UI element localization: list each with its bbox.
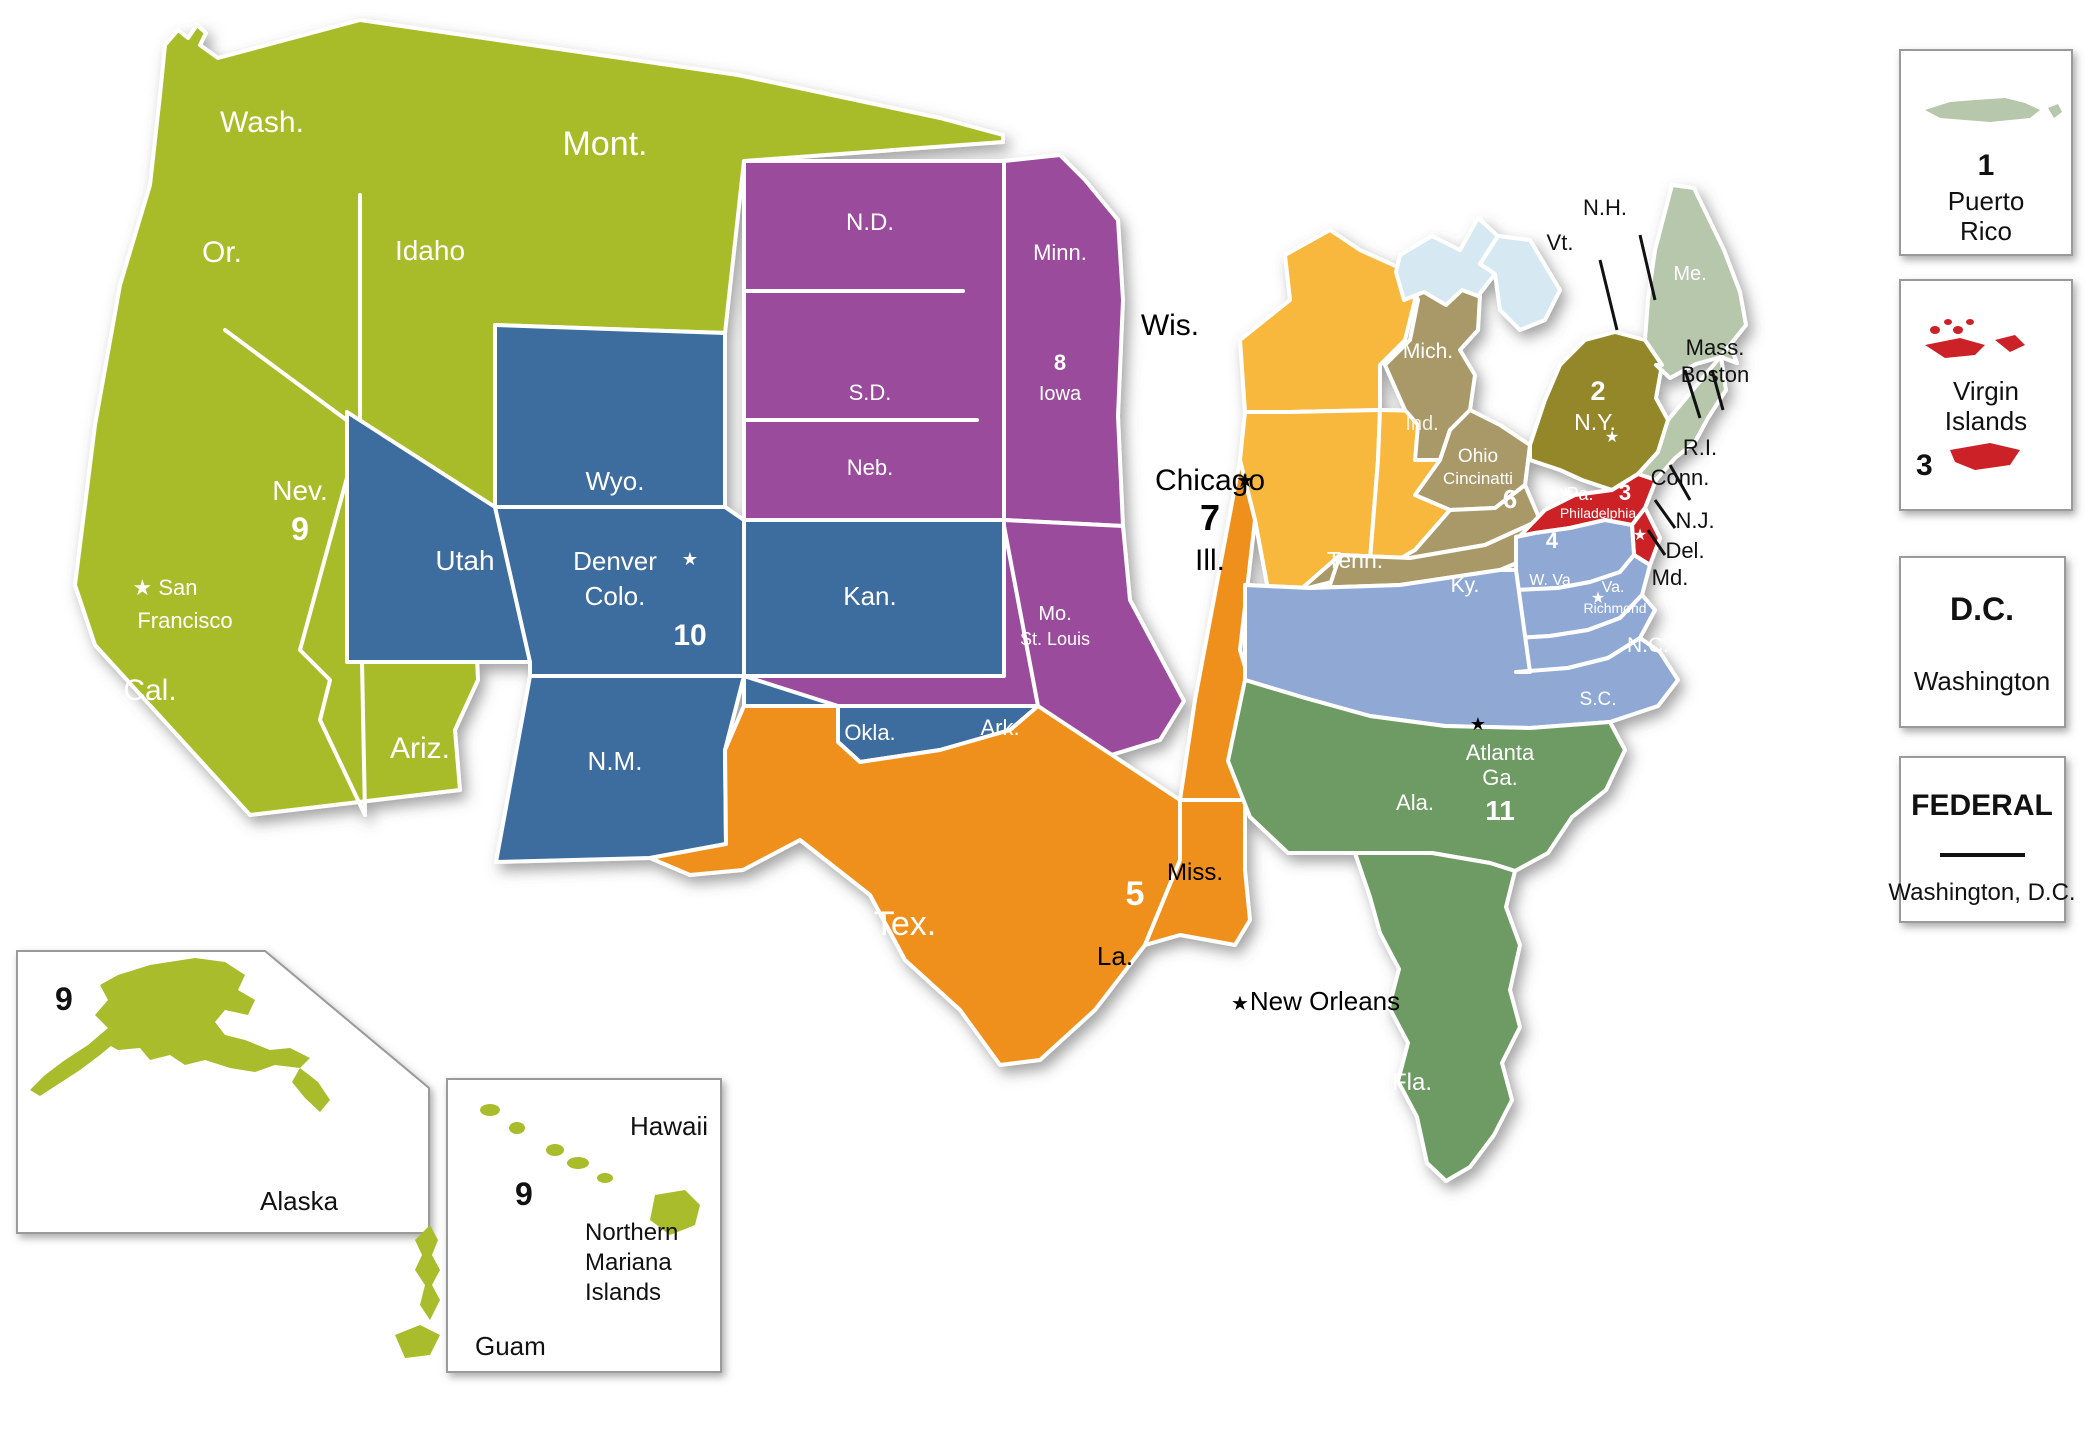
svg-text:★: ★ [1470,714,1486,734]
svg-text:W. Va: W. Va [1529,572,1571,589]
svg-text:St. Louis: St. Louis [1020,629,1090,649]
svg-text:★ San: ★ San [133,575,198,600]
svg-text:Washington: Washington [1914,666,2050,696]
svg-text:D.C.: D.C. [1950,591,2014,627]
svg-text:Ill.: Ill. [1195,544,1225,577]
svg-text:★: ★ [1591,590,1605,607]
svg-text:Mass.: Mass. [1686,335,1745,360]
svg-text:Puerto: Puerto [1948,186,2025,216]
svg-text:Mich.: Mich. [1403,340,1453,363]
svg-text:8: 8 [1054,350,1066,375]
svg-text:11: 11 [1485,795,1515,826]
svg-text:Iowa: Iowa [1039,383,1082,405]
svg-text:4: 4 [1546,528,1559,553]
svg-text:Ky.: Ky. [1451,574,1480,597]
svg-text:Wis.: Wis. [1141,309,1199,342]
svg-text:Denver: Denver [573,546,657,576]
svg-text:N.H.: N.H. [1583,195,1627,220]
svg-text:Hawaii: Hawaii [630,1111,708,1141]
svg-text:Idaho: Idaho [395,235,465,266]
svg-text:Virgin: Virgin [1953,376,2019,406]
svg-text:Guam: Guam [475,1331,546,1361]
svg-text:R.I.: R.I. [1683,435,1717,460]
svg-text:S.C.: S.C. [1580,689,1617,710]
svg-text:Ind.: Ind. [1405,413,1438,435]
svg-text:★: ★ [1231,993,1249,1015]
svg-text:N.C.: N.C. [1627,634,1669,657]
svg-text:Neb.: Neb. [847,455,893,480]
svg-text:Rico: Rico [1960,216,2012,246]
svg-text:3: 3 [1916,449,1933,482]
svg-text:Vt.: Vt. [1547,230,1574,255]
svg-text:Me.: Me. [1673,263,1706,285]
svg-text:Kan.: Kan. [843,581,897,611]
svg-text:Conn.: Conn. [1651,465,1710,490]
svg-text:★: ★ [1559,485,1573,502]
svg-text:Atlanta: Atlanta [1466,740,1535,765]
svg-text:Colo.: Colo. [585,581,646,611]
svg-text:Utah: Utah [435,545,494,576]
svg-text:★: ★ [682,549,698,569]
svg-text:Del.: Del. [1665,538,1704,563]
svg-text:Tex.: Tex. [874,905,936,943]
svg-text:FEDERAL: FEDERAL [1911,789,2053,822]
svg-text:9: 9 [515,1176,533,1212]
svg-text:N.J.: N.J. [1675,508,1714,533]
svg-text:9: 9 [291,511,309,547]
svg-text:2: 2 [1590,376,1605,406]
svg-text:N.M.: N.M. [588,746,643,776]
svg-text:La.: La. [1097,941,1133,971]
svg-text:Ga.: Ga. [1482,765,1517,790]
svg-text:Mo.: Mo. [1038,603,1071,625]
svg-text:Islands: Islands [585,1279,661,1306]
svg-text:Boston: Boston [1681,362,1750,387]
svg-text:Cal.: Cal. [123,674,176,707]
svg-text:Philadelphia: Philadelphia [1560,505,1636,521]
svg-text:Or.: Or. [202,236,242,269]
svg-text:Northern: Northern [585,1219,678,1246]
svg-text:Miss.: Miss. [1167,859,1223,886]
svg-text:Islands: Islands [1945,406,2027,436]
svg-text:Mont.: Mont. [562,125,647,163]
svg-text:9: 9 [55,981,73,1017]
svg-text:Mariana: Mariana [585,1249,672,1276]
svg-text:Ariz.: Ariz. [390,732,450,765]
svg-text:Alaska: Alaska [260,1186,339,1216]
svg-text:Washington, D.C.: Washington, D.C. [1888,879,2075,906]
svg-text:Francisco: Francisco [137,608,232,633]
svg-text:10: 10 [673,619,706,652]
svg-text:Fla.: Fla. [1392,1069,1432,1096]
svg-text:Md.: Md. [1652,565,1689,590]
svg-text:Wyo.: Wyo. [586,466,645,496]
svg-text:★: ★ [1633,527,1647,544]
svg-text:S.D.: S.D. [849,380,892,405]
svg-text:Nev.: Nev. [272,475,328,506]
svg-text:★: ★ [1605,429,1619,446]
svg-text:Ohio: Ohio [1458,446,1498,467]
svg-text:N.D.: N.D. [846,209,894,236]
svg-text:7: 7 [1200,497,1220,538]
svg-text:1: 1 [1978,149,1995,182]
svg-text:Wash.: Wash. [220,106,304,139]
svg-text:3: 3 [1619,480,1631,505]
svg-text:6: 6 [1503,484,1517,514]
svg-text:Tenn.: Tenn. [1327,547,1383,573]
svg-text:★: ★ [1236,470,1254,492]
svg-text:New Orleans: New Orleans [1250,986,1400,1016]
svg-text:Ark.: Ark. [980,715,1019,740]
svg-text:Okla.: Okla. [844,720,895,745]
svg-text:Minn.: Minn. [1033,240,1087,265]
svg-text:5: 5 [1126,875,1145,913]
svg-text:Ala.: Ala. [1396,790,1434,815]
